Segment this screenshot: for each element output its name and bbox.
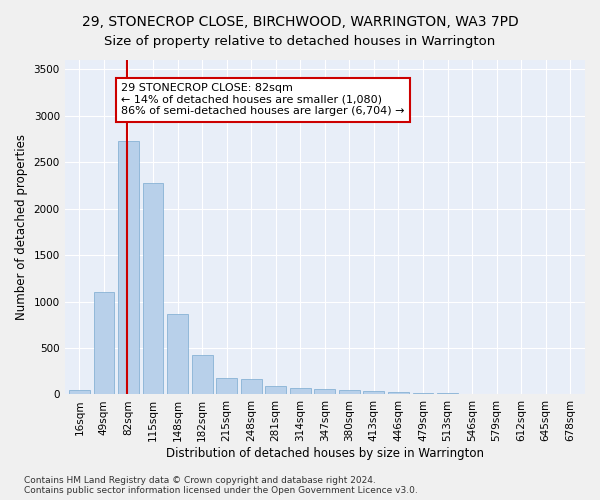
Text: Size of property relative to detached houses in Warrington: Size of property relative to detached ho… [104, 35, 496, 48]
Bar [364, 391, 385, 394]
Bar [69, 390, 90, 394]
X-axis label: Distribution of detached houses by size in Warrington: Distribution of detached houses by size … [166, 447, 484, 460]
Bar [94, 292, 115, 394]
Bar [118, 141, 139, 395]
Text: Contains HM Land Registry data © Crown copyright and database right 2024.
Contai: Contains HM Land Registry data © Crown c… [24, 476, 418, 495]
Bar [191, 354, 212, 395]
Bar [413, 392, 433, 394]
Bar [216, 378, 237, 394]
Bar [314, 390, 335, 394]
Text: 29, STONECROP CLOSE, BIRCHWOOD, WARRINGTON, WA3 7PD: 29, STONECROP CLOSE, BIRCHWOOD, WARRINGT… [82, 15, 518, 29]
Bar [290, 388, 311, 394]
Bar [437, 393, 458, 394]
Bar [167, 314, 188, 394]
Bar [339, 390, 360, 394]
Bar [143, 182, 163, 394]
Y-axis label: Number of detached properties: Number of detached properties [15, 134, 28, 320]
Bar [241, 379, 262, 394]
Text: 29 STONECROP CLOSE: 82sqm
← 14% of detached houses are smaller (1,080)
86% of se: 29 STONECROP CLOSE: 82sqm ← 14% of detac… [121, 83, 404, 116]
Bar [265, 386, 286, 394]
Bar [388, 392, 409, 394]
